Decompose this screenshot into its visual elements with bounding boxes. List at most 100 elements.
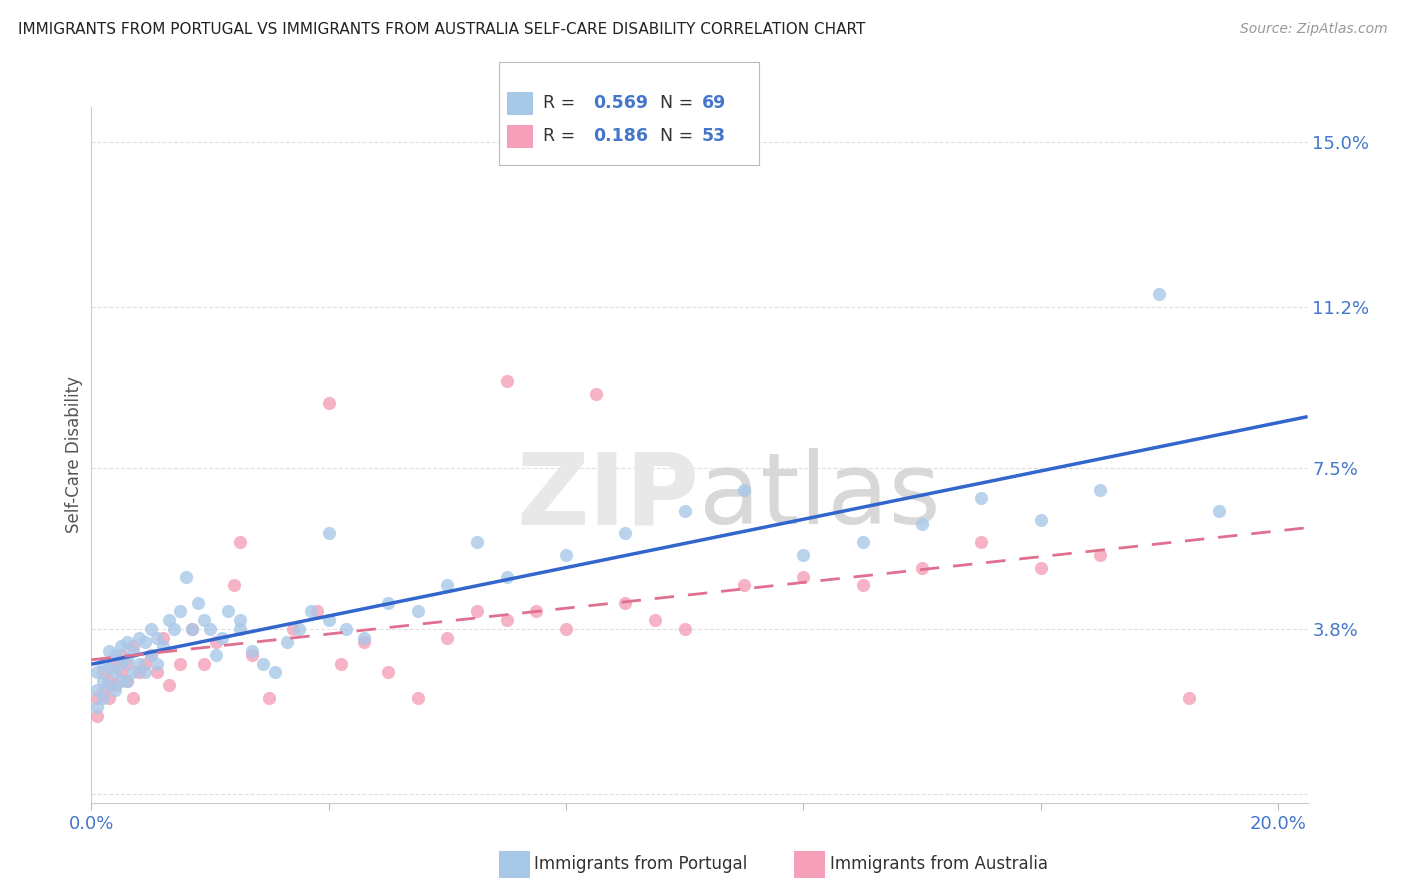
Point [110, 657, 132, 671]
Point [193, 657, 215, 671]
Text: atlas: atlas [699, 448, 941, 545]
Point [228, 534, 250, 549]
Text: N =: N = [661, 95, 699, 112]
Point [436, 631, 458, 645]
Point [465, 534, 488, 549]
Point [1178, 691, 1201, 706]
Point [1088, 483, 1111, 497]
Point [614, 526, 637, 541]
Point [128, 657, 150, 671]
Point [139, 622, 162, 636]
Point [181, 622, 204, 636]
Point [644, 613, 666, 627]
FancyBboxPatch shape [508, 92, 533, 115]
Point [152, 639, 174, 653]
Point [91, 691, 114, 706]
Point [91, 665, 114, 680]
Point [436, 578, 458, 592]
Point [86, 682, 108, 697]
Point [305, 605, 328, 619]
Point [970, 491, 993, 506]
Point [110, 639, 132, 653]
Point [110, 674, 132, 689]
Point [495, 374, 517, 388]
Point [163, 622, 186, 636]
Point [198, 622, 221, 636]
Point [335, 622, 357, 636]
Point [406, 605, 429, 619]
Point [252, 657, 274, 671]
Point [110, 648, 132, 662]
Point [318, 526, 340, 541]
Point [211, 631, 233, 645]
Point [139, 648, 162, 662]
Point [169, 657, 191, 671]
Point [353, 631, 375, 645]
Point [145, 665, 167, 680]
Point [318, 396, 340, 410]
Point [329, 657, 352, 671]
Point [852, 534, 875, 549]
Point [128, 665, 150, 680]
Point [176, 570, 198, 584]
Point [91, 657, 114, 671]
Point [614, 596, 637, 610]
Point [228, 622, 250, 636]
Point [733, 483, 755, 497]
Point [115, 674, 138, 689]
Text: 69: 69 [702, 95, 727, 112]
Point [98, 678, 121, 692]
Point [115, 652, 138, 666]
Text: ZIP: ZIP [516, 448, 699, 545]
Point [673, 504, 696, 518]
Point [555, 548, 578, 562]
Point [104, 665, 127, 680]
Point [733, 578, 755, 592]
FancyBboxPatch shape [508, 125, 533, 147]
Point [673, 622, 696, 636]
Point [970, 534, 993, 549]
Point [555, 622, 578, 636]
Point [86, 691, 108, 706]
Point [98, 661, 121, 675]
Point [217, 605, 239, 619]
Point [222, 578, 245, 592]
Point [98, 691, 121, 706]
Text: Immigrants from Portugal: Immigrants from Portugal [534, 855, 748, 873]
Point [115, 635, 138, 649]
Point [1029, 513, 1052, 527]
Point [157, 678, 180, 692]
Point [1208, 504, 1230, 518]
Point [104, 682, 127, 697]
Point [122, 639, 145, 653]
Point [377, 665, 399, 680]
Point [169, 605, 191, 619]
Point [91, 682, 114, 697]
Point [98, 643, 121, 657]
Text: 0.186: 0.186 [593, 128, 648, 145]
Text: Source: ZipAtlas.com: Source: ZipAtlas.com [1240, 22, 1388, 37]
Point [299, 605, 322, 619]
Point [187, 596, 209, 610]
Point [86, 700, 108, 714]
Point [152, 631, 174, 645]
Text: R =: R = [543, 128, 581, 145]
Point [134, 657, 156, 671]
Text: Immigrants from Australia: Immigrants from Australia [830, 855, 1047, 873]
Point [145, 631, 167, 645]
Point [128, 631, 150, 645]
Point [104, 657, 127, 671]
Point [205, 648, 228, 662]
Point [98, 674, 121, 689]
Point [911, 517, 934, 532]
Point [1088, 548, 1111, 562]
Text: R =: R = [543, 95, 581, 112]
Point [139, 648, 162, 662]
Point [157, 613, 180, 627]
Point [524, 605, 547, 619]
Point [288, 622, 311, 636]
Point [276, 635, 298, 649]
Point [134, 665, 156, 680]
Point [1029, 561, 1052, 575]
Point [465, 605, 488, 619]
